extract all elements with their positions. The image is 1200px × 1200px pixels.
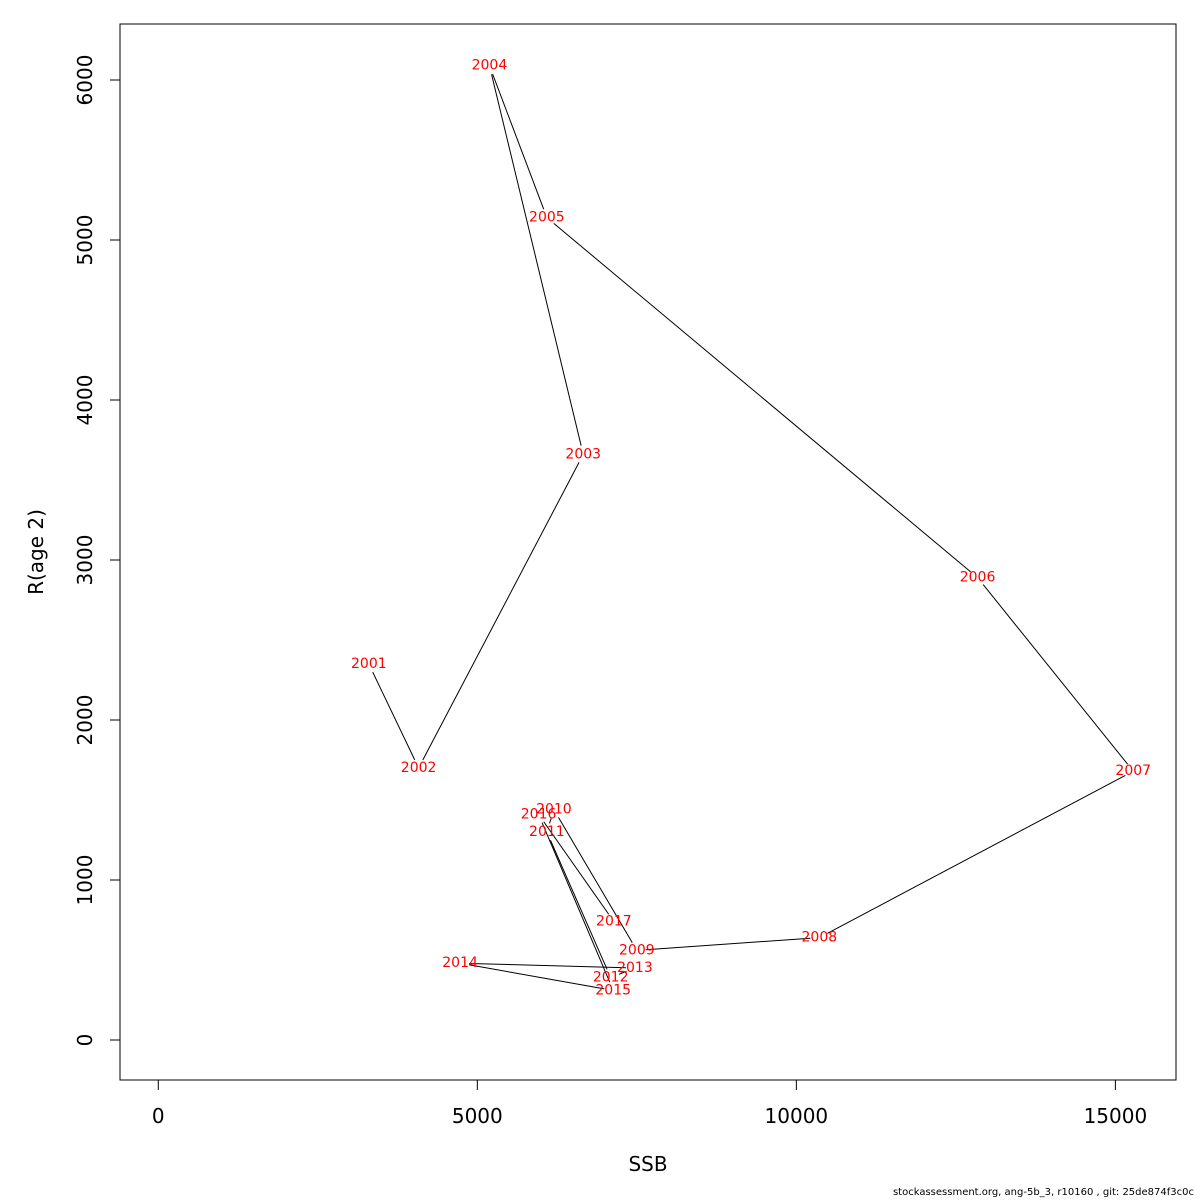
series-segment bbox=[645, 937, 811, 951]
plot-frame bbox=[119, 23, 1177, 1081]
series-segment bbox=[550, 840, 608, 970]
point-label: 2001 bbox=[351, 656, 387, 672]
series-segment bbox=[543, 821, 610, 915]
series-segment bbox=[372, 671, 416, 761]
x-tick-label: 0 bbox=[152, 1104, 165, 1128]
y-tick-label: 0 bbox=[73, 1034, 97, 1047]
series-segment bbox=[541, 822, 611, 983]
point-label: 2015 bbox=[595, 982, 631, 998]
y-axis-title: R(age 2) bbox=[24, 509, 48, 595]
x-axis: 0 5000 10000 15000 bbox=[152, 1079, 1148, 1128]
series-segment bbox=[469, 962, 626, 969]
point-label: 2007 bbox=[1115, 763, 1151, 779]
series-segment bbox=[827, 774, 1126, 934]
x-axis-title: SSB bbox=[628, 1152, 667, 1176]
series-segment bbox=[549, 818, 552, 824]
series-segment bbox=[982, 584, 1128, 765]
point-label: 2006 bbox=[960, 570, 996, 586]
x-tick-label: 5000 bbox=[452, 1104, 503, 1128]
point-label: 2008 bbox=[802, 930, 838, 946]
y-tick-label: 5000 bbox=[73, 215, 97, 266]
point-label: 2003 bbox=[565, 446, 601, 462]
series-segment bbox=[492, 73, 545, 210]
point-label: 2005 bbox=[529, 210, 565, 226]
series-segment bbox=[553, 222, 971, 573]
point-label: 2016 bbox=[521, 806, 557, 822]
y-tick-label: 1000 bbox=[73, 855, 97, 906]
point-label: 2004 bbox=[472, 58, 508, 74]
x-tick-label: 15000 bbox=[1084, 1104, 1148, 1128]
point-label: 2013 bbox=[617, 960, 653, 976]
series-segment bbox=[558, 817, 633, 943]
series-segment bbox=[422, 462, 580, 761]
point-labels: 2001 2002 2003 2004 2005 2006 2007 2008 2009 2010… bbox=[351, 58, 1151, 999]
point-label: 2009 bbox=[619, 942, 655, 958]
footnote: stockassessment.org, ang-5b_3, r10160 , … bbox=[892, 1187, 1194, 1198]
x-tick-label: 10000 bbox=[765, 1104, 829, 1128]
point-label: 2002 bbox=[401, 760, 437, 776]
series-segment bbox=[468, 964, 605, 990]
point-label: 2011 bbox=[529, 824, 565, 840]
point-label: 2012 bbox=[593, 970, 629, 986]
y-tick-label: 4000 bbox=[73, 375, 97, 426]
point-label: 2014 bbox=[442, 955, 478, 971]
y-tick-label: 2000 bbox=[73, 695, 97, 746]
series-segment bbox=[491, 74, 582, 446]
point-label: 2017 bbox=[596, 914, 632, 930]
y-axis: 0 1000 2000 3000 4000 5000 6000 bbox=[73, 55, 121, 1047]
y-tick-label: 3000 bbox=[73, 535, 97, 586]
y-tick-label: 6000 bbox=[73, 55, 97, 106]
series-segment bbox=[618, 970, 627, 975]
point-label: 2010 bbox=[536, 802, 572, 818]
series-line bbox=[372, 73, 1128, 990]
